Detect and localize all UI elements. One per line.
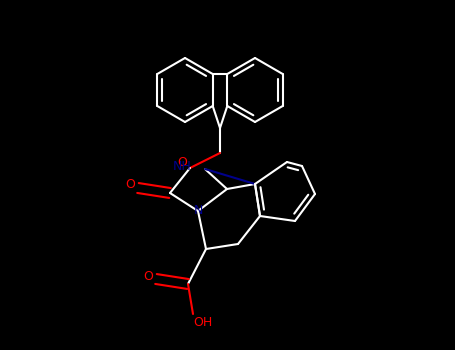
Text: NH: NH <box>172 160 191 173</box>
Text: N: N <box>193 204 202 217</box>
Text: OH: OH <box>193 315 212 329</box>
Text: O: O <box>143 271 153 284</box>
Text: O: O <box>125 178 135 191</box>
Text: O: O <box>177 156 187 169</box>
